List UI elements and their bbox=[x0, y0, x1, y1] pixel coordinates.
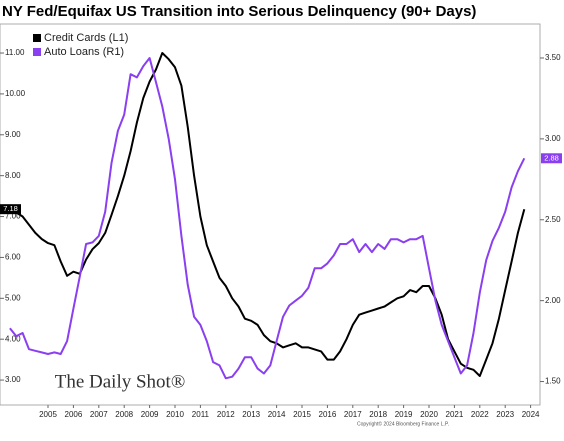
x-tick-label: 2013 bbox=[242, 410, 260, 419]
x-tick-label: 2011 bbox=[192, 410, 210, 419]
y2-tick-label: 3.50 bbox=[545, 53, 561, 62]
x-tick-label: 2012 bbox=[217, 410, 235, 419]
x-tick-label: 2009 bbox=[141, 410, 159, 419]
legend-box bbox=[30, 30, 130, 60]
y2-tick-label: 2.50 bbox=[545, 215, 561, 224]
x-tick-label: 2024 bbox=[522, 410, 540, 419]
chart-title: NY Fed/Equifax US Transition into Seriou… bbox=[2, 3, 476, 20]
plot-layer: 3.00 4.00 5.00 6.00 7.00 8.00 9.00 10.00 11.00 1.… bbox=[0, 30, 562, 419]
x-tick-label: 2010 bbox=[166, 410, 184, 419]
x-tick-label: 2007 bbox=[90, 410, 108, 419]
watermark: The Daily Shot® bbox=[55, 371, 186, 392]
last-value-label: 7.18 bbox=[3, 204, 18, 213]
copyright: Copyright© 2024 Bloomberg Finance L.P. bbox=[357, 420, 449, 427]
y-tick-label: 3.00 bbox=[5, 375, 21, 384]
series-line bbox=[9, 57, 526, 380]
x-tick-label: 2017 bbox=[344, 410, 362, 419]
y2-tick-label: 1.50 bbox=[545, 377, 561, 386]
y-tick-label: 11.00 bbox=[5, 48, 25, 57]
plot-frame bbox=[0, 23, 541, 406]
y2-tick-label: 2.00 bbox=[545, 296, 561, 305]
y-tick-label: 6.00 bbox=[5, 253, 21, 262]
x-tick-label: 2022 bbox=[471, 410, 489, 419]
last-value-box bbox=[0, 204, 21, 215]
x-tick-label: 2005 bbox=[39, 410, 57, 419]
y-tick-label: 4.00 bbox=[5, 334, 21, 343]
y2-tick-label: 3.00 bbox=[545, 134, 561, 143]
y-tick-label: 10.00 bbox=[5, 89, 26, 98]
x-tick-label: 2023 bbox=[496, 410, 514, 419]
y-tick-label: 8.00 bbox=[5, 171, 21, 180]
x-tick-label: 2008 bbox=[115, 410, 133, 419]
x-tick-label: 2006 bbox=[65, 410, 83, 419]
x-tick-label: 2021 bbox=[446, 410, 464, 419]
x-tick-label: 2015 bbox=[293, 410, 311, 419]
series-line bbox=[9, 52, 526, 377]
legend-swatch bbox=[33, 48, 41, 56]
x-tick-label: 2019 bbox=[395, 410, 413, 419]
y-tick-label: 9.00 bbox=[5, 130, 21, 139]
legend-label: Credit Cards (L1) bbox=[44, 32, 128, 44]
x-tick-label: 2020 bbox=[420, 410, 438, 419]
last-value-box bbox=[541, 153, 562, 164]
x-tick-label: 2016 bbox=[319, 410, 337, 419]
x-tick-label: 2018 bbox=[369, 410, 387, 419]
last-value-label: 2.88 bbox=[544, 153, 559, 162]
x-tick-label: 2014 bbox=[268, 410, 286, 419]
y-tick-label: 5.00 bbox=[5, 293, 21, 302]
legend-label: Auto Loans (R1) bbox=[44, 46, 124, 58]
y-tick-label: 7.00 bbox=[5, 212, 21, 221]
legend-swatch bbox=[33, 34, 41, 42]
